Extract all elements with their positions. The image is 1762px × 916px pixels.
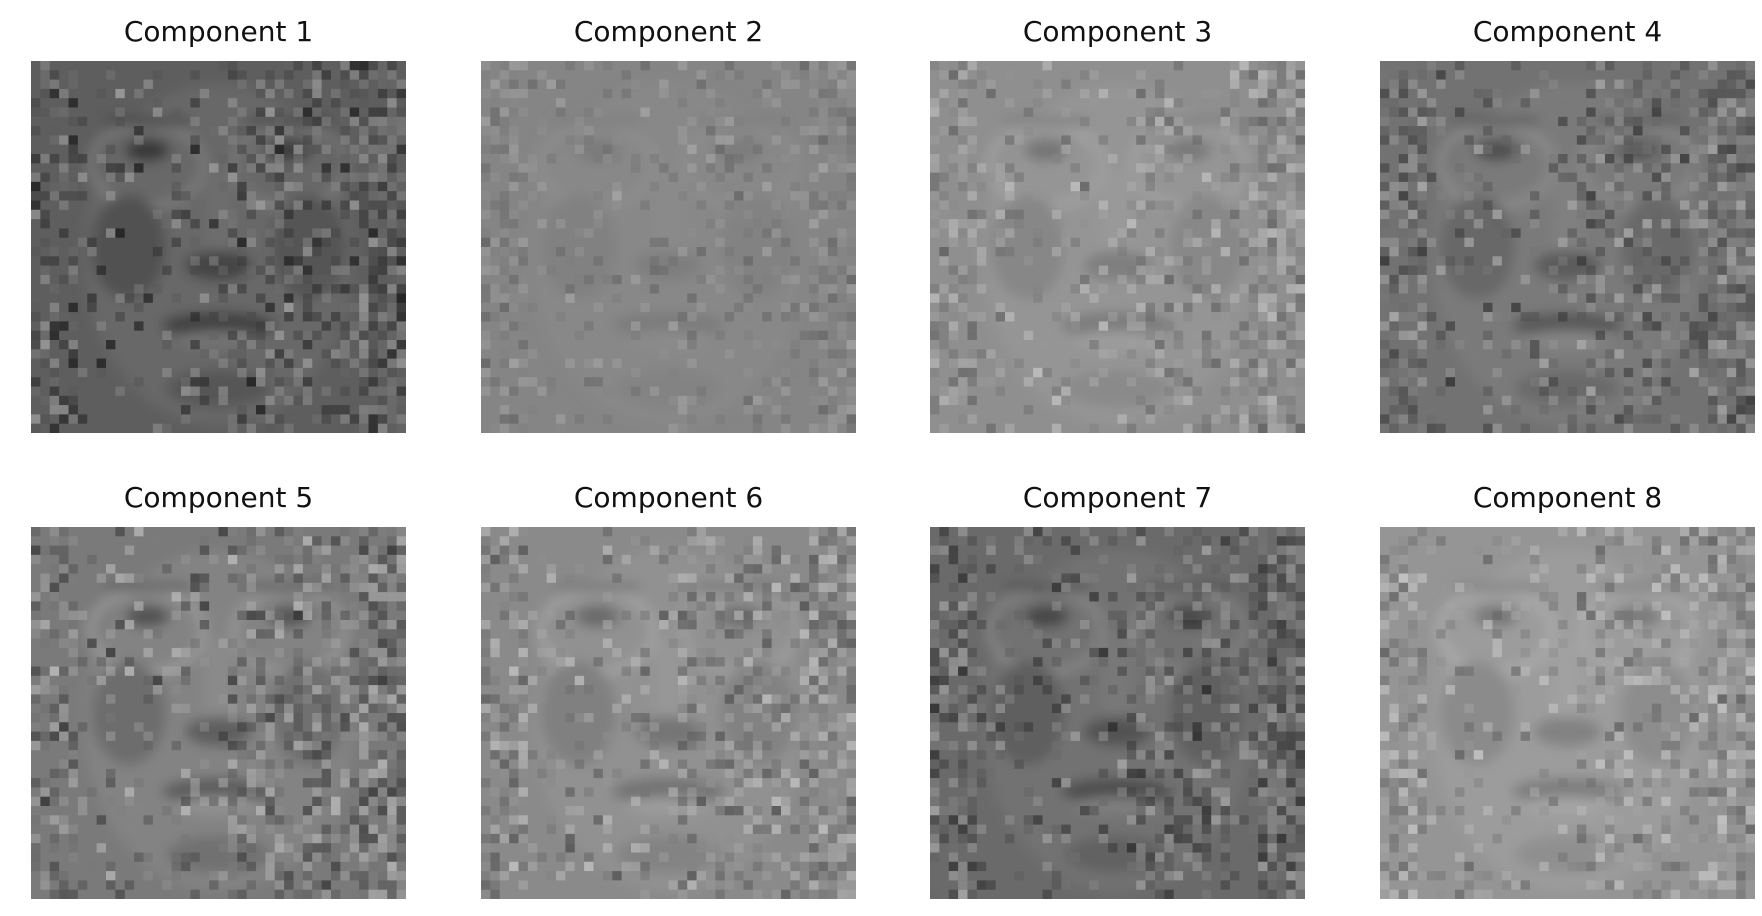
component-title: Component 8 [1472,481,1663,514]
component-face-image [1380,61,1755,433]
face-image-svg [1380,61,1755,433]
component-title: Component 7 [1022,481,1213,514]
component-face-image [481,527,856,899]
component-title: Component 1 [123,15,314,48]
component-face-image [930,61,1305,433]
face-image-svg [481,527,856,899]
face-image-svg [1380,527,1755,899]
component-face-image [31,61,406,433]
component-face-image [1380,527,1755,899]
component-title: Component 5 [123,481,314,514]
face-image-svg [481,61,856,433]
component-title: Component 2 [573,15,764,48]
face-image-svg [930,61,1305,433]
component-title: Component 6 [573,481,764,514]
component-face-image [481,61,856,433]
face-image-svg [31,527,406,899]
component-title: Component 4 [1472,15,1663,48]
face-image-svg [930,527,1305,899]
component-face-image [31,527,406,899]
component-title: Component 3 [1022,15,1213,48]
face-image-svg [31,61,406,433]
component-face-image [930,527,1305,899]
